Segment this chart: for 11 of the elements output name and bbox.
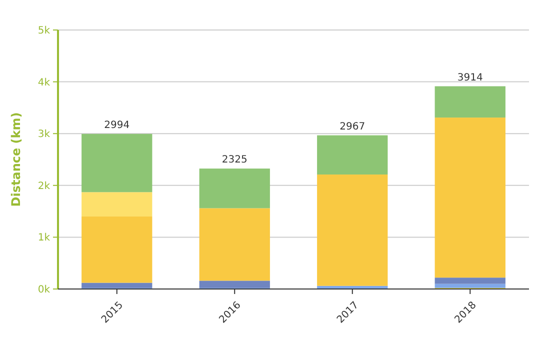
total-label: 2325 xyxy=(222,154,248,166)
total-label: 3914 xyxy=(457,72,483,84)
y-tick-label: 2k xyxy=(38,180,50,192)
y-axis-title: Distance (km) xyxy=(9,112,23,207)
y-tick-label: 0k xyxy=(38,284,50,296)
y-tick-label: 4k xyxy=(38,77,50,88)
y-tick-label: 3k xyxy=(38,129,50,140)
y-tick-label: 1k xyxy=(38,232,50,244)
total-label: 2994 xyxy=(104,120,130,131)
y-tick-label: 5k xyxy=(38,26,50,36)
total-label: 2967 xyxy=(340,121,366,132)
